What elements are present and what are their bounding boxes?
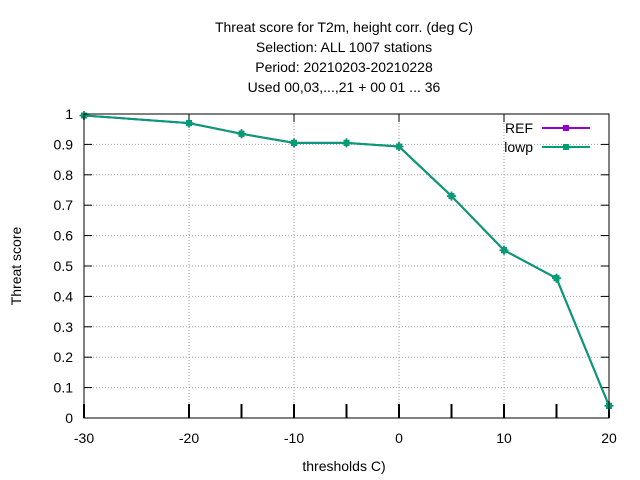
y-tick-label: 0	[65, 410, 73, 426]
y-tick-label: 0.2	[54, 349, 74, 365]
y-tick-label: 0.7	[54, 197, 74, 213]
y-tick-label: 0.3	[54, 319, 74, 335]
plot-frame	[83, 113, 610, 419]
y-tick-label: 0.1	[54, 380, 74, 396]
legend-label-REF: REF	[505, 120, 533, 136]
x-axis-label: thresholds C)	[302, 458, 385, 474]
title-line: Used 00,03,...,21 + 00 01 ... 36	[248, 79, 441, 95]
x-tick-label: 10	[496, 430, 512, 446]
series-line-REF	[83, 114, 610, 407]
legend-marker-REF	[563, 125, 569, 131]
y-tick-label: 0.8	[54, 167, 74, 183]
x-tick-label: -20	[179, 430, 199, 446]
y-tick-label: 0.5	[54, 258, 74, 274]
series-group	[79, 111, 614, 411]
title-line: Threat score for T2m, height corr. (deg …	[215, 19, 473, 35]
y-tick-label: 0.4	[54, 288, 74, 304]
x-tick-label: -30	[74, 430, 94, 446]
y-tick-label: 0.6	[54, 228, 74, 244]
grid	[84, 114, 609, 418]
x-tick-label: 0	[395, 430, 403, 446]
x-tick-label: -10	[284, 430, 304, 446]
series-line-lowp	[83, 114, 610, 407]
legend-marker-lowp	[563, 144, 569, 150]
title-line: Period: 20210203-20210228	[255, 59, 433, 75]
axis-ticks: 0 0.1 0.2 0.3 0.4 0.5 0.6 0.7 0.8 0.9 1 -30 -20 -10 0 1…	[54, 106, 617, 446]
x-tick-label: 20	[601, 430, 617, 446]
y-tick-label: 0.9	[54, 136, 74, 152]
y-tick-label: 1	[65, 106, 73, 122]
legend-label-lowp: lowp	[504, 139, 533, 155]
title-line: Selection: ALL 1007 stations	[256, 39, 432, 55]
chart-title: Threat score for T2m, height corr. (deg …	[215, 19, 473, 95]
y-axis-label: Threat score	[8, 226, 24, 305]
legend: REF lowp	[504, 120, 590, 155]
